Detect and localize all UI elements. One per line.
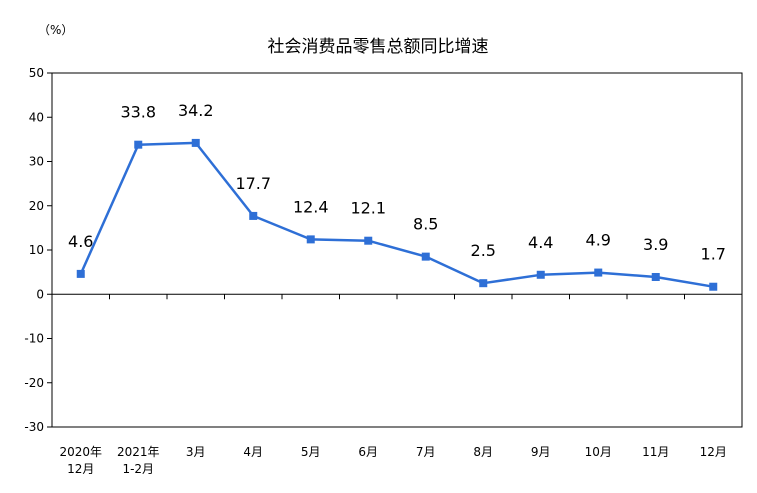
data-point-marker — [536, 270, 545, 279]
x-tick-label: 7月 — [416, 445, 436, 459]
x-tick-label: 2020年 12月 — [59, 445, 102, 476]
x-tick-label: 8月 — [473, 445, 493, 459]
data-point-marker — [249, 211, 258, 220]
x-tick-label: 2021年 1-2月 — [117, 445, 160, 476]
x-tick-label: 5月 — [301, 445, 321, 459]
data-label: 33.8 — [120, 103, 156, 122]
data-labels: 4.6 33.8 34.2 17.7 12.4 12.1 8.5 2.5 4.4 4.9 3.9 1.… — [68, 101, 726, 264]
data-point-marker — [479, 279, 488, 288]
data-label: 4.4 — [528, 233, 553, 252]
data-point-marker — [191, 138, 200, 147]
data-label: 17.7 — [235, 174, 271, 193]
data-point-marker — [134, 140, 143, 149]
data-label: 4.6 — [68, 232, 93, 251]
x-tick-label: 10月 — [585, 445, 612, 459]
data-point-marker — [364, 236, 373, 245]
series-markers — [76, 138, 718, 291]
data-point-marker — [76, 269, 85, 278]
y-tick-label: 40 — [29, 110, 44, 124]
series-line — [79, 141, 714, 288]
y-tick-label: 30 — [29, 155, 44, 169]
x-tick-label: 11月 — [642, 445, 669, 459]
data-label: 2.5 — [471, 241, 496, 260]
data-label: 1.7 — [701, 245, 726, 264]
data-point-marker — [594, 268, 603, 277]
x-tick-label: 6月 — [358, 445, 378, 459]
plot-area-frame — [51, 72, 743, 428]
chart-title: 社会消费品零售总额同比增速 — [268, 37, 489, 57]
y-tick-label: 20 — [29, 199, 44, 213]
y-tick-label: -20 — [24, 376, 44, 390]
y-axis: 50 40 30 20 10 0 -10 -20 -30 — [24, 66, 52, 434]
x-tick-label: 9月 — [531, 445, 551, 459]
y-axis-unit-label: （%） — [38, 23, 73, 37]
y-tick-label: -30 — [24, 420, 44, 434]
data-label: 8.5 — [413, 215, 438, 234]
y-tick-label: -10 — [24, 332, 44, 346]
data-point-marker — [651, 272, 660, 281]
x-tick-label: 4月 — [243, 445, 263, 459]
data-label: 12.4 — [293, 197, 329, 216]
data-label: 34.2 — [178, 101, 214, 120]
x-tick-label: 3月 — [186, 445, 206, 459]
data-point-marker — [306, 235, 315, 244]
data-label: 12.1 — [350, 199, 386, 218]
data-label: 4.9 — [586, 231, 611, 250]
y-tick-label: 10 — [29, 243, 44, 257]
data-point-marker — [709, 282, 718, 291]
data-label: 3.9 — [643, 235, 668, 254]
y-tick-label: 50 — [29, 66, 44, 80]
x-tick-label: 12月 — [700, 445, 727, 459]
x-axis: 2020年 12月 2021年 1-2月 3月 4月 5月 6月 7月 8月 9月 10月 11月 12月 — [51, 294, 743, 476]
y-tick-label: 0 — [36, 287, 44, 301]
data-point-marker — [421, 252, 430, 261]
